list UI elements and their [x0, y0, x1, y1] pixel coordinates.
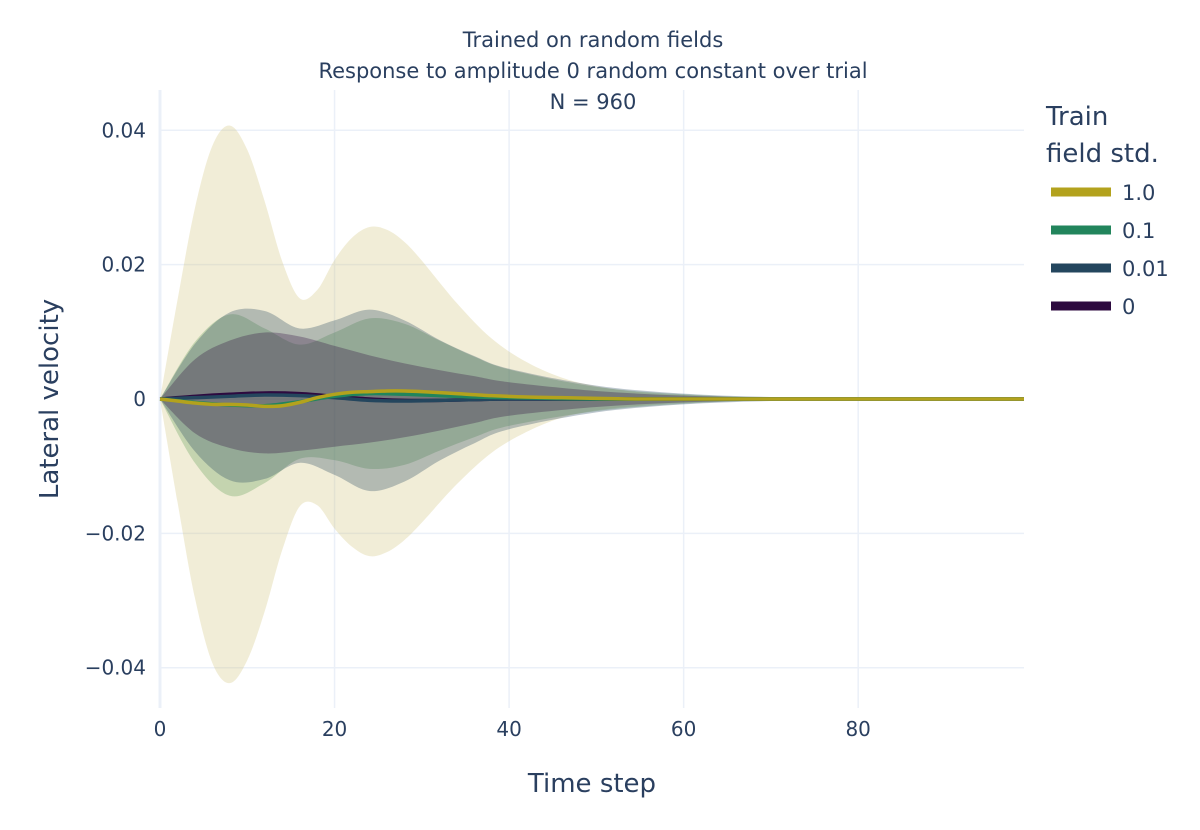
series-lines [159, 389, 1024, 409]
x-axis-ticks: 0 20 40 60 80 [154, 717, 871, 741]
line-1-0 [159, 389, 1024, 409]
x-tick-label: 80 [845, 717, 870, 741]
title-line-1: Trained on random fields [462, 28, 724, 52]
legend-label-0: 0 [1122, 295, 1135, 319]
title-line-2: Response to amplitude 0 random constant … [318, 59, 867, 83]
legend-label-1-0: 1.0 [1122, 181, 1155, 205]
confidence-bands [160, 125, 1024, 684]
legend-title-line-1: Train [1045, 102, 1108, 132]
x-axis-title: Time step [527, 769, 656, 799]
legend-title-line-2: field std. [1046, 139, 1159, 169]
y-axis-title: Lateral velocity [35, 299, 65, 499]
x-tick-label: 20 [322, 717, 347, 741]
legend: Train field std. 1.0 0.1 0.01 0 [1045, 102, 1169, 319]
title-line-3: N = 960 [550, 90, 637, 114]
y-tick-label: 0.02 [101, 253, 146, 277]
y-tick-label: 0.04 [101, 118, 146, 142]
band-1-0 [160, 125, 1024, 684]
y-axis-ticks: 0.04 0.02 0 −0.02 −0.04 [85, 118, 146, 679]
legend-label-0-01: 0.01 [1122, 257, 1169, 281]
x-tick-label: 40 [496, 717, 521, 741]
legend-label-0-1: 0.1 [1122, 219, 1155, 243]
y-tick-label: −0.02 [85, 521, 146, 545]
x-tick-label: 0 [154, 717, 167, 741]
gridlines [158, 90, 1024, 708]
y-tick-label: 0 [133, 387, 146, 411]
band-0-1 [160, 314, 1024, 497]
y-tick-label: −0.04 [85, 656, 146, 680]
x-tick-label: 60 [671, 717, 696, 741]
band-0 [160, 332, 1024, 454]
chart-title: Trained on random fields Response to amp… [318, 28, 867, 114]
